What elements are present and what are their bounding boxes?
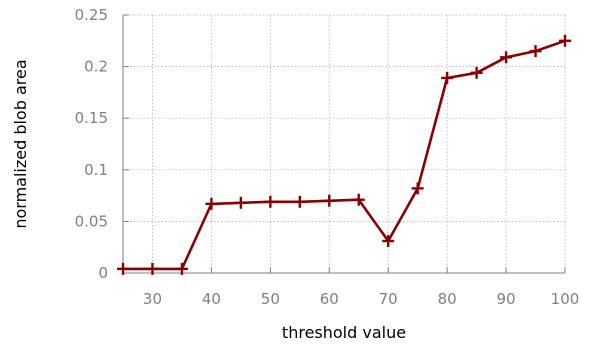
y-tick-label: 0.05 [75, 212, 108, 230]
data-point-marker [205, 197, 218, 210]
data-point-marker [441, 71, 454, 84]
data-point-marker [117, 262, 129, 275]
x-tick-label: 80 [438, 290, 457, 308]
series-line [123, 39, 566, 271]
axes [122, 15, 565, 274]
x-tick-label: 100 [551, 290, 580, 308]
y-tick-label: 0.2 [84, 58, 108, 76]
y-tick-labels: 0 0.05 0.1 0.15 0.2 0.25 [75, 6, 108, 282]
x-tick-label: 90 [497, 290, 516, 308]
data-point-marker [500, 51, 513, 64]
y-tick-label: 0.15 [75, 109, 108, 127]
data-point-marker [559, 34, 571, 47]
y-tick-label: 0.1 [84, 161, 108, 179]
x-tick-label: 60 [320, 290, 339, 308]
x-tick-label: 70 [379, 290, 398, 308]
data-point-marker [175, 262, 188, 275]
x-tick-label: 50 [261, 290, 280, 308]
y-tick-label: 0 [98, 264, 108, 282]
grid-lines [123, 14, 566, 274]
x-axis-title: threshold value [282, 323, 406, 342]
tick-marks [123, 14, 566, 274]
x-tick-labels: 30 40 50 60 70 80 90 100 [143, 290, 579, 308]
y-tick-label: 0.25 [75, 6, 108, 24]
data-point-marker [234, 196, 247, 209]
data-point-marker [529, 45, 542, 58]
x-tick-label: 40 [202, 290, 221, 308]
data-point-marker [382, 235, 395, 248]
data-point-marker [323, 194, 336, 207]
y-axis-title: normalized blob area [11, 59, 30, 228]
data-point-marker [352, 193, 365, 206]
data-point-marker [293, 195, 306, 208]
x-tick-label: 30 [143, 290, 162, 308]
data-point-marker [411, 182, 424, 195]
data-point-marker [470, 66, 483, 79]
data-point-marker [264, 195, 277, 208]
data-point-marker [146, 262, 159, 275]
series [117, 34, 571, 275]
